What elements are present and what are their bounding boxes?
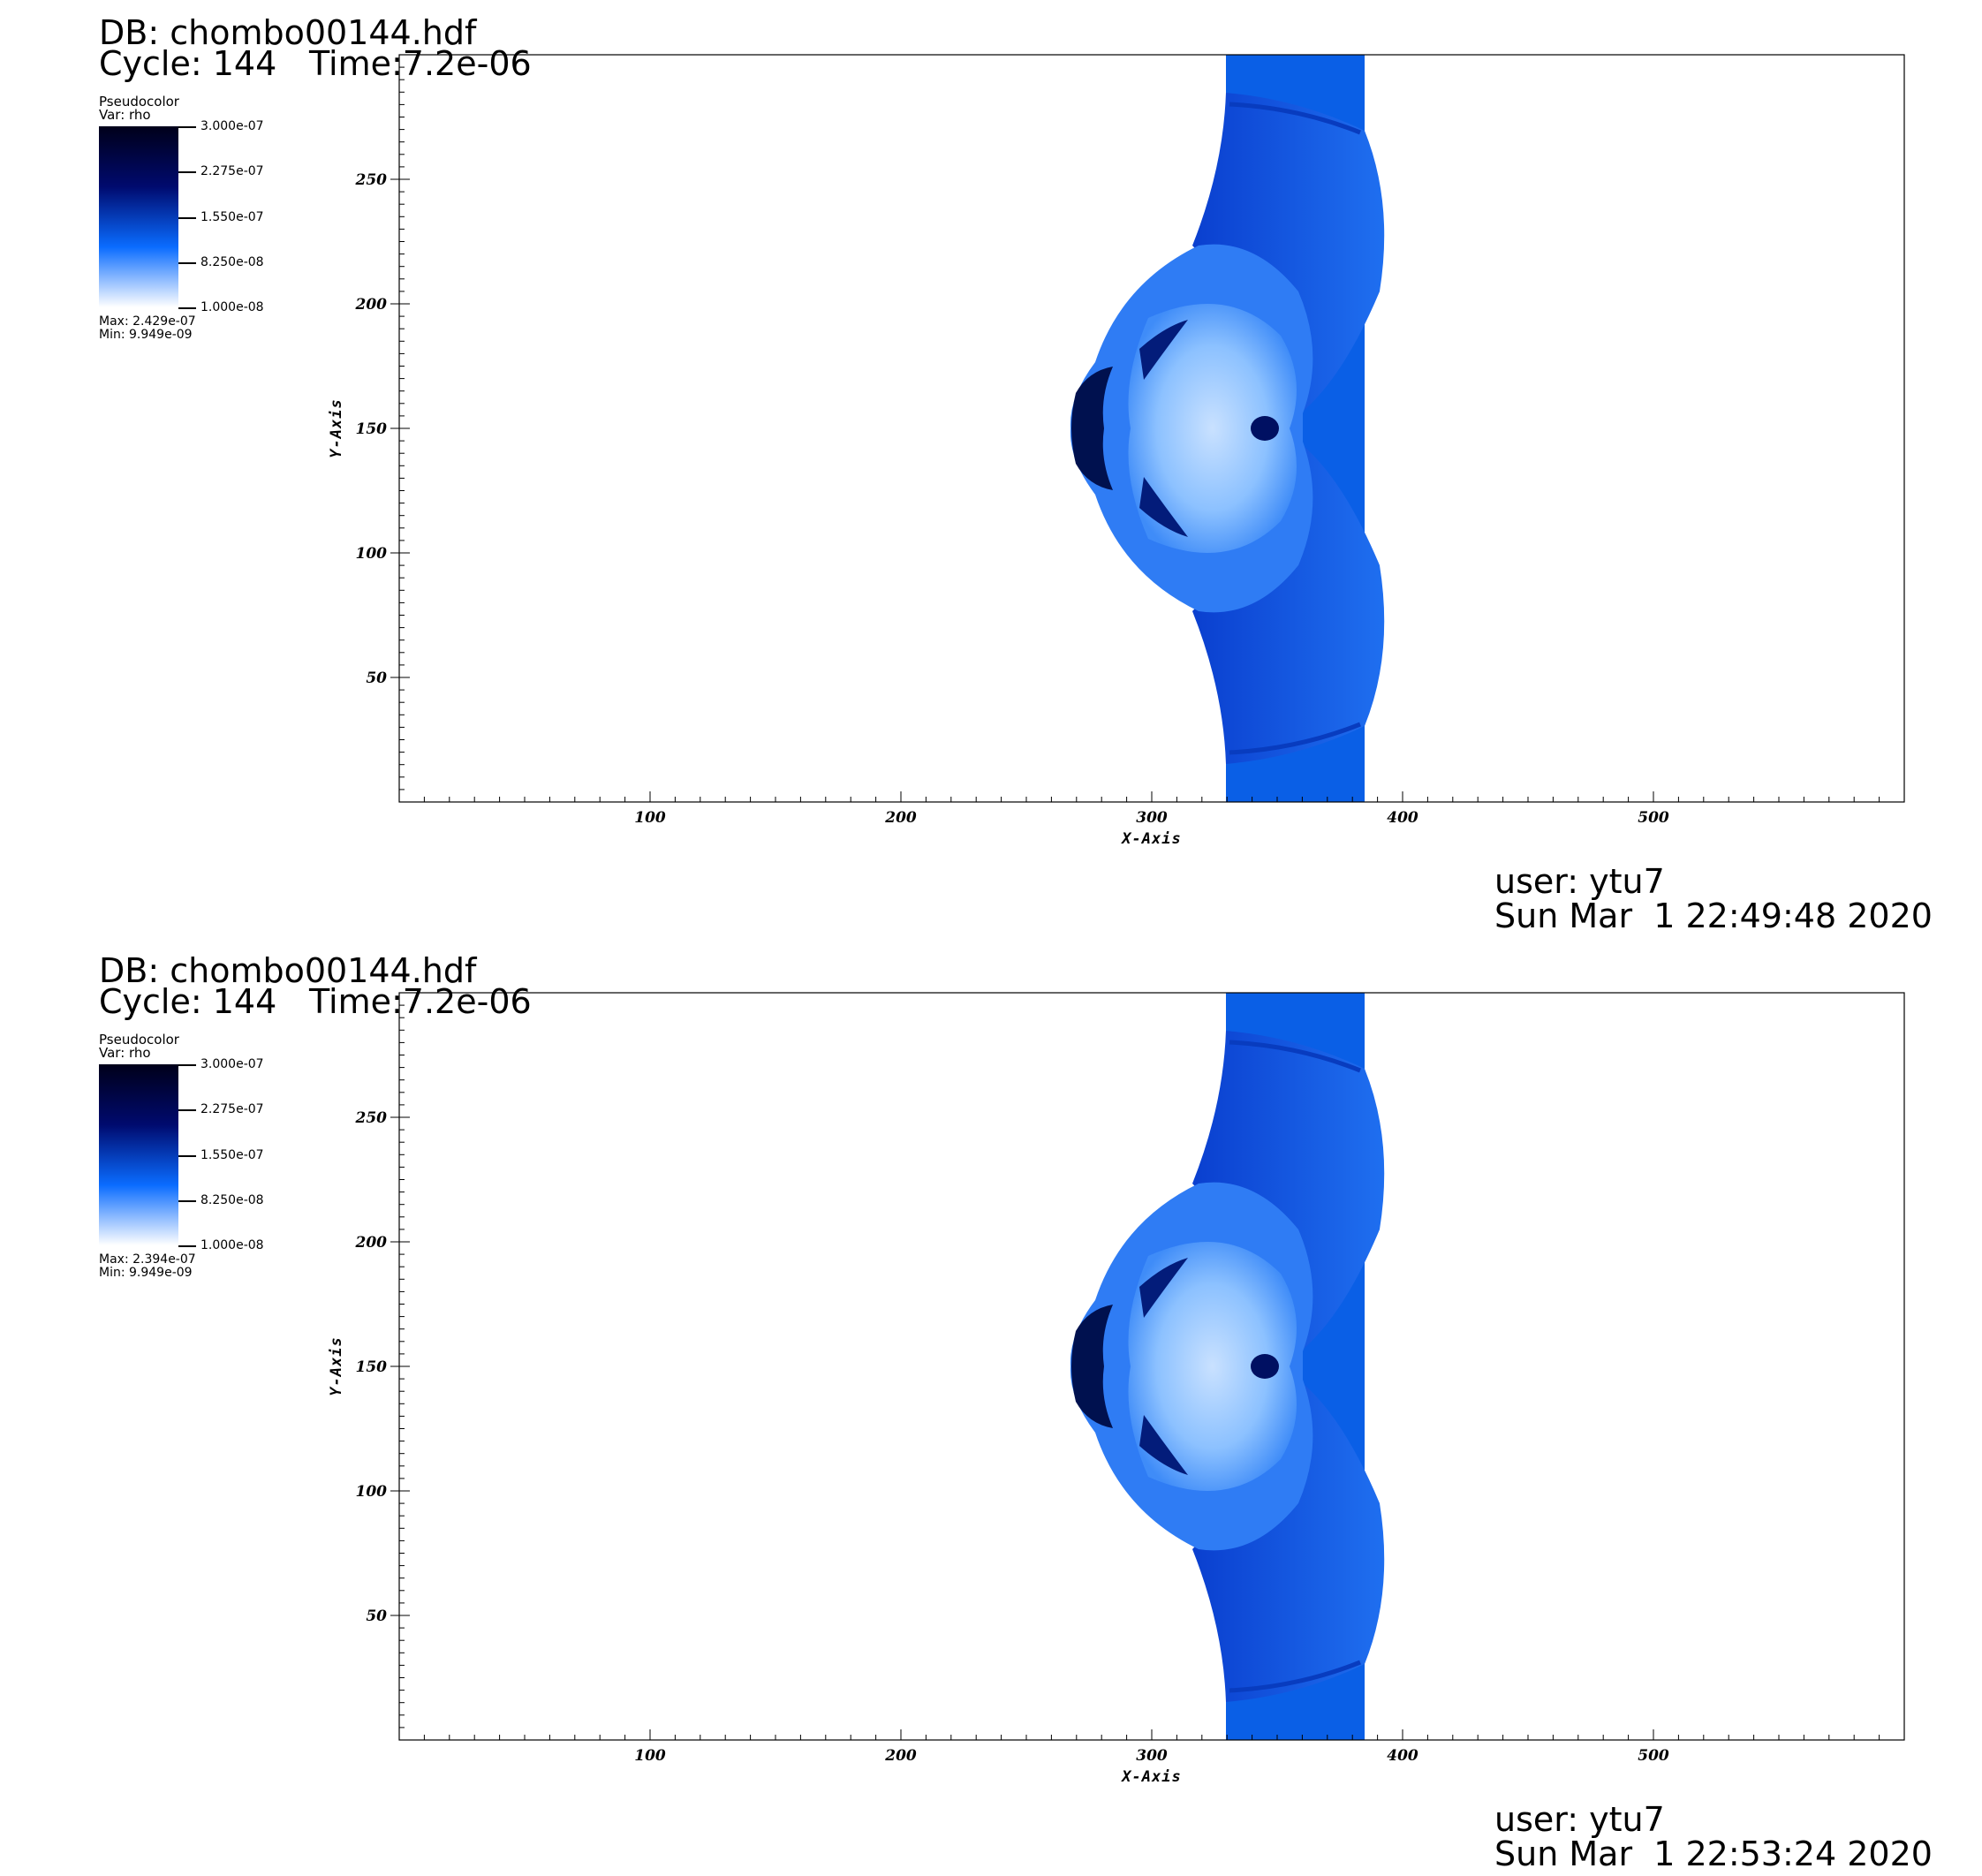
dense-streak: [1139, 477, 1188, 537]
legend-tick: [178, 1200, 196, 1202]
legend-tick-label: 1.000e-08: [200, 1238, 264, 1252]
x-tick-label: 200: [884, 1747, 917, 1765]
x-tick-label: 400: [1387, 1747, 1418, 1765]
legend-tick-label: 1.000e-08: [200, 300, 264, 314]
x-tick-label: 500: [1638, 1747, 1669, 1765]
legend-tick-label: 3.000e-07: [200, 1057, 264, 1071]
field-layer: [1070, 993, 1385, 1740]
dense-streak: [1139, 320, 1188, 380]
legend-variable: Var: rho: [99, 1045, 151, 1061]
x-axis-title: X-Axis: [1120, 1768, 1181, 1786]
user-label: user: ytu7: [1494, 862, 1665, 901]
legend-tick: [178, 307, 196, 309]
legend-plot-type: Pseudocolor: [99, 94, 179, 110]
legend-tick-label: 2.275e-07: [200, 1102, 264, 1116]
lower-shell: [1192, 1380, 1385, 1702]
legend-min: Min: 9.949e-09: [99, 1266, 193, 1280]
database-label: DB: chombo00144.hdf: [99, 951, 477, 990]
dense-streak: [1139, 1415, 1188, 1475]
dense-front: [1071, 367, 1113, 490]
x-tick-label: 400: [1387, 809, 1418, 827]
y-tick-label: 150: [356, 1358, 388, 1376]
x-tick-label: 100: [634, 809, 666, 827]
legend-variable: Var: rho: [99, 107, 151, 123]
legend-max: Max: 2.429e-07: [99, 314, 196, 329]
axes-layer: 100 200 300 400 500 50 100 150 200 250 X-Axis Y-Axi…: [328, 54, 1905, 848]
y-axis-title: Y-Axis: [328, 1336, 345, 1396]
y-tick-label: 50: [366, 669, 387, 687]
y-axis-title: Y-Axis: [328, 398, 345, 458]
legend-tick: [178, 1155, 196, 1157]
legend-min: Min: 9.949e-09: [99, 328, 193, 342]
dense-streak: [1139, 1258, 1188, 1318]
plot-window-1: DB: chombo00144.hdf Cycle: 144 Time:7.2e…: [99, 13, 1933, 935]
pseudocolor-plot: 100 200 300 400 500 50 100 150 200 250 X-Axis Y-Axi…: [328, 992, 1905, 1786]
legend-tick: [178, 1245, 196, 1247]
x-axis-title: X-Axis: [1120, 830, 1181, 848]
x-tick-label: 300: [1136, 809, 1168, 827]
y-tick-label: 200: [355, 1234, 388, 1252]
plot-window-2: DB: chombo00144.hdf Cycle: 144 Time:7.2e…: [0, 938, 1982, 1876]
time-label: Time:7.2e-06: [309, 44, 532, 83]
axes-layer: 100 200 300 400 500 50 100 150 200 250 X-Axis Y-Axi…: [328, 992, 1905, 1786]
legend-tick-label: 1.550e-07: [200, 210, 264, 224]
legend-tick: [178, 1064, 196, 1066]
legend-tick-label: 1.550e-07: [200, 1148, 264, 1162]
legend-tick: [178, 171, 196, 173]
x-tick-label: 500: [1638, 809, 1669, 827]
shock-line: [1229, 1660, 1361, 1693]
cycle-label: Cycle: 144: [99, 44, 277, 83]
database-label: DB: chombo00144.hdf: [99, 13, 477, 52]
shock-line: [1229, 1040, 1361, 1073]
y-tick-label: 250: [355, 1109, 388, 1127]
shock-line: [1229, 102, 1361, 135]
legend-tick-label: 2.275e-07: [200, 164, 264, 178]
field-layer: [1070, 55, 1385, 802]
dense-knot: [1251, 1354, 1279, 1379]
y-tick-label: 200: [355, 296, 388, 314]
legend-tick-label: 8.250e-08: [200, 255, 264, 269]
pseudocolor-plot: 100 200 300 400 500 50 100 150 200 250 X-Axis Y-Axi…: [328, 54, 1905, 848]
cycle-label: Cycle: 144: [99, 982, 277, 1021]
date-label: Sun Mar 1 22:49:48 2020: [1494, 896, 1933, 935]
legend-tick: [178, 1109, 196, 1111]
y-tick-label: 100: [356, 545, 388, 563]
legend-max: Max: 2.394e-07: [99, 1252, 196, 1267]
bubble-core: [1128, 1242, 1297, 1491]
legend-tick-label: 3.000e-07: [200, 119, 264, 133]
legend-tick: [178, 217, 196, 219]
legend-tick: [178, 126, 196, 128]
time-label: Time:7.2e-06: [309, 982, 532, 1021]
legend-plot-type: Pseudocolor: [99, 1032, 179, 1048]
legend-tick: [178, 262, 196, 264]
dense-knot: [1251, 416, 1279, 441]
y-tick-label: 250: [355, 171, 388, 189]
date-label: Sun Mar 1 22:53:24 2020: [1494, 1834, 1933, 1873]
bubble-core: [1128, 304, 1297, 553]
color-bar: [99, 126, 178, 307]
y-tick-label: 50: [366, 1607, 387, 1625]
y-tick-label: 150: [356, 420, 388, 438]
user-label: user: ytu7: [1494, 1800, 1665, 1839]
upper-shell: [1192, 1031, 1385, 1353]
color-bar: [99, 1064, 178, 1245]
x-tick-label: 300: [1136, 1747, 1168, 1765]
lower-shell: [1192, 442, 1385, 764]
dense-front: [1071, 1305, 1113, 1428]
y-tick-label: 100: [356, 1483, 388, 1501]
legend-tick-label: 8.250e-08: [200, 1193, 264, 1207]
shock-line: [1229, 722, 1361, 755]
x-tick-label: 100: [634, 1747, 666, 1765]
upper-shell: [1192, 93, 1385, 415]
x-tick-label: 200: [884, 809, 917, 827]
